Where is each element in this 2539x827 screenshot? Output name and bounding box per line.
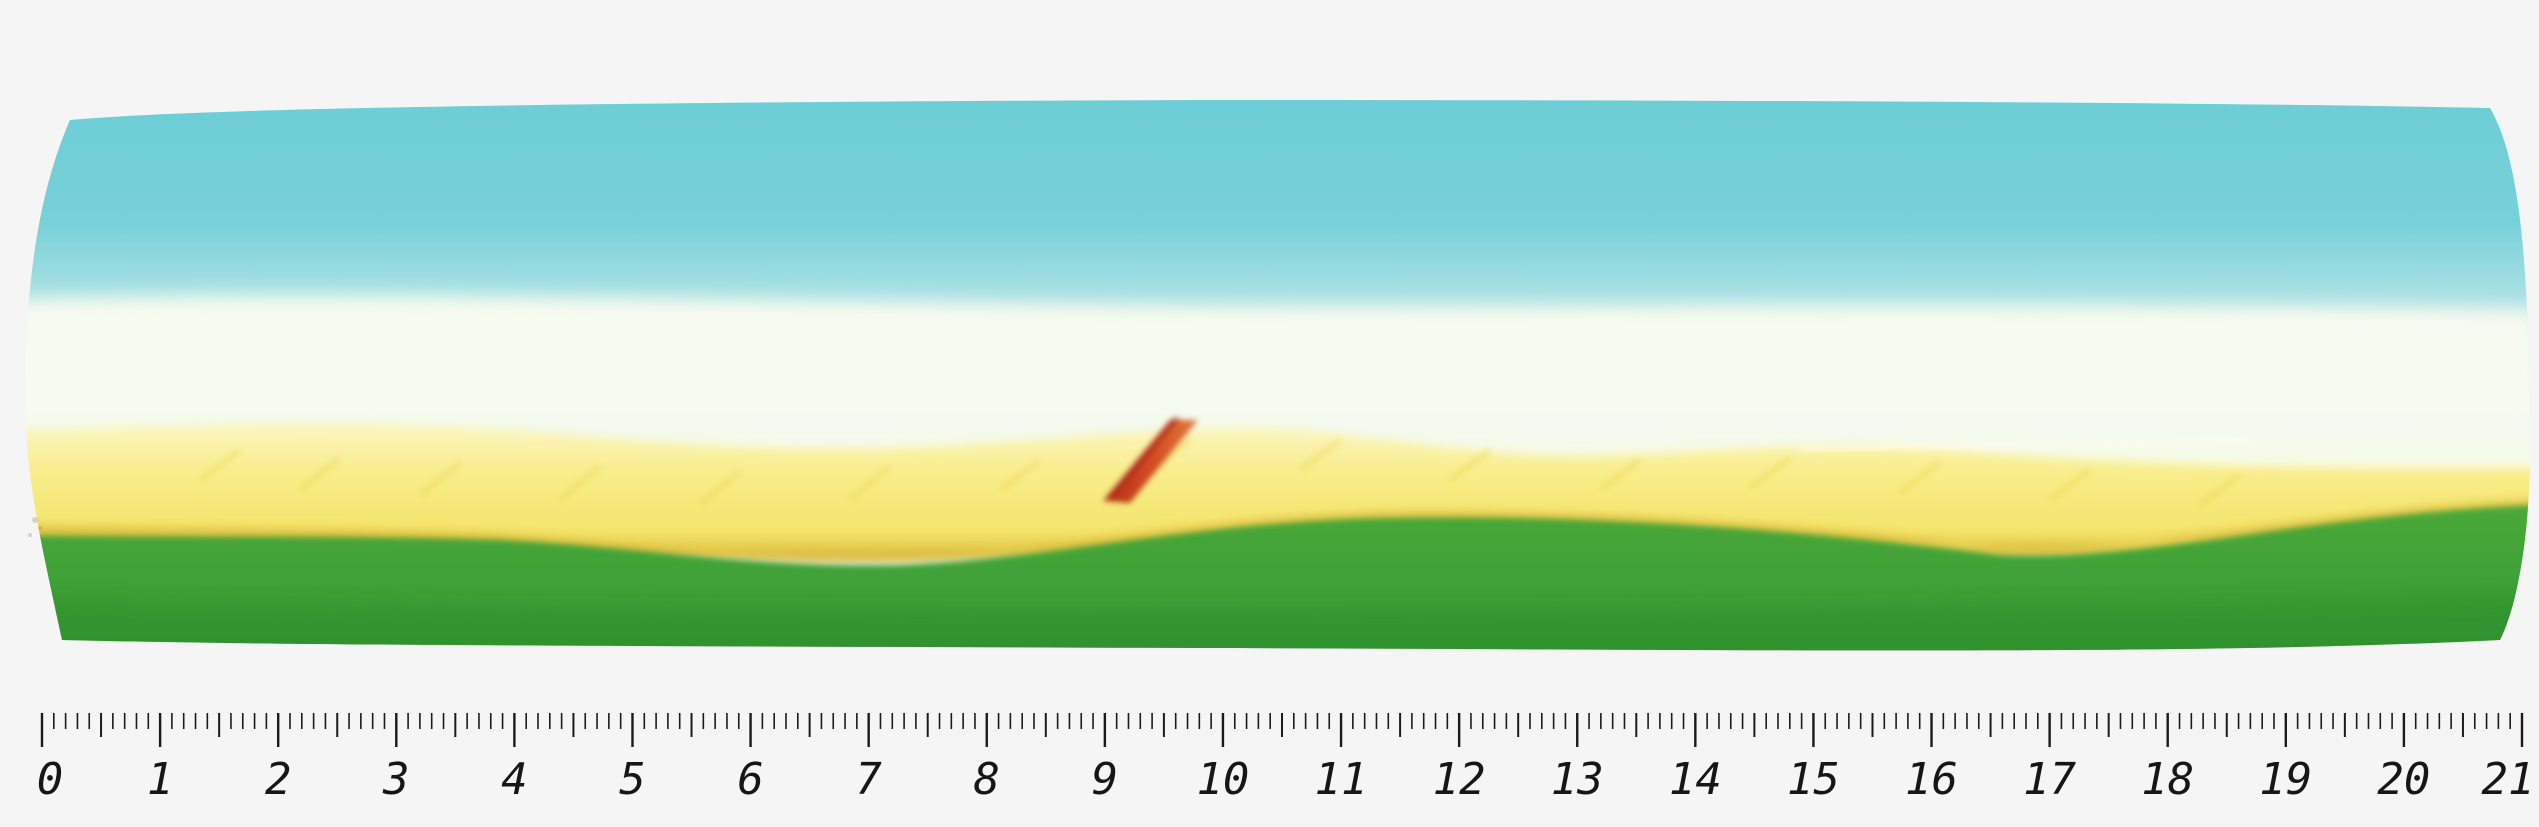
painted-strip	[25, 100, 2531, 651]
ruler-ticks	[40, 713, 2524, 747]
red-brush-mark	[1103, 418, 1198, 503]
sand-band	[25, 422, 2531, 560]
haze-band	[25, 295, 2531, 420]
sand-ripples	[198, 437, 2242, 508]
edge-texture	[28, 517, 42, 537]
light-streak	[1799, 437, 2251, 453]
grass-band	[25, 505, 2531, 651]
grass-shade	[25, 595, 2531, 651]
